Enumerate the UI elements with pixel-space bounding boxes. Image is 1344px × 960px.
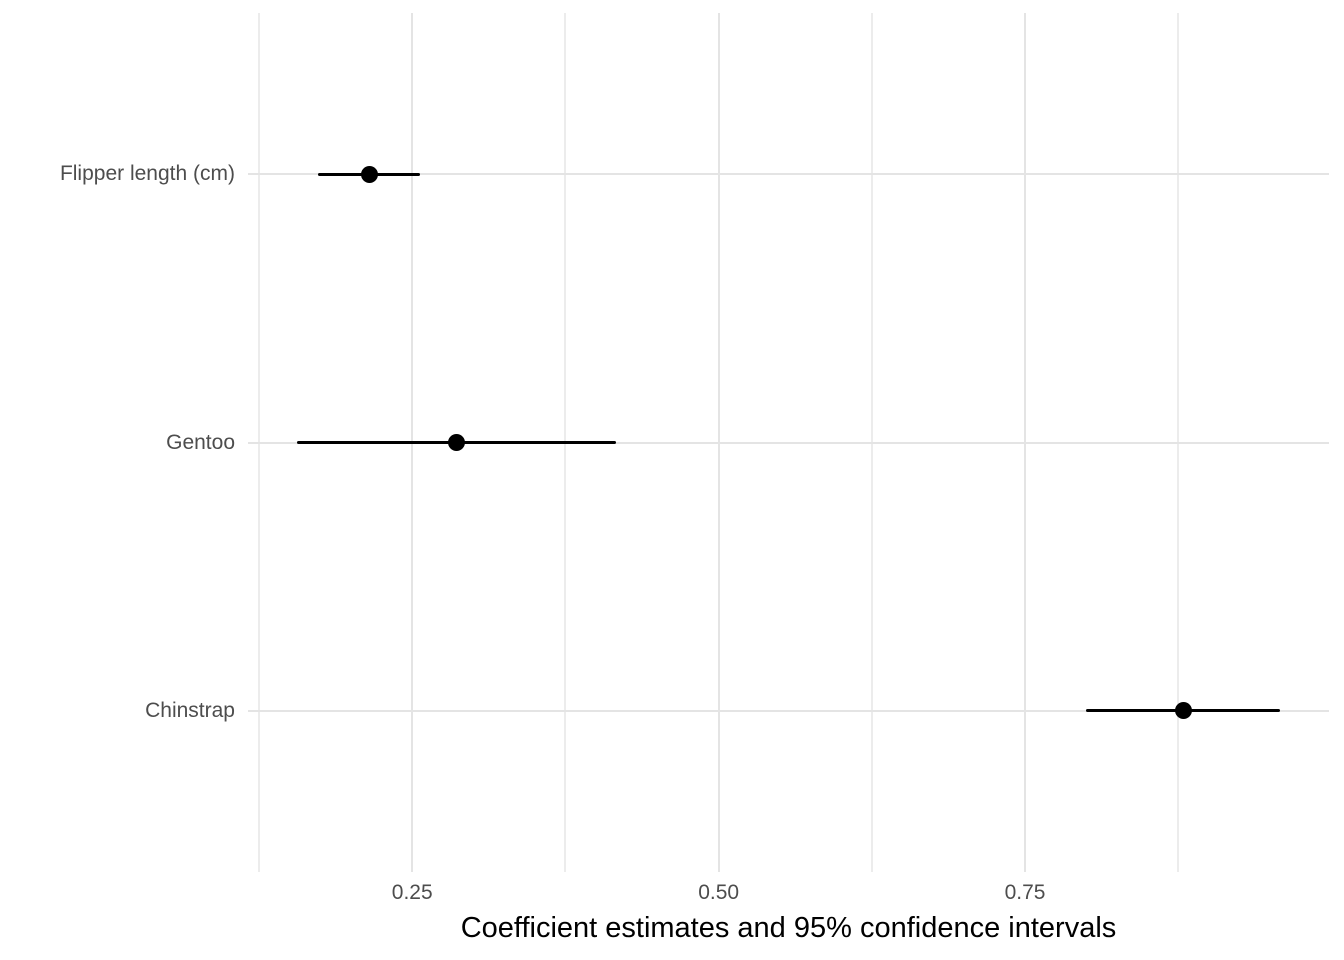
x-axis-tick-label: 0.50 (698, 881, 740, 904)
y-axis-label: Flipper length (cm) (59, 162, 235, 186)
y-axis-label: Chinstrap (145, 698, 235, 722)
x-axis-title: Coefficient estimates and 95% confidence… (460, 912, 1117, 944)
x-axis-tick-label: 0.25 (391, 881, 433, 904)
gridline-y-major (248, 173, 1329, 176)
gridline-y-major (248, 441, 1329, 444)
plot-panel (248, 13, 1329, 872)
y-axis-label: Gentoo (166, 430, 235, 454)
x-axis-tick-label: 0.75 (1004, 881, 1046, 904)
estimate-point (447, 434, 465, 451)
estimate-point (1174, 702, 1192, 720)
gridline-y-major (248, 709, 1329, 712)
estimate-point (360, 165, 378, 183)
